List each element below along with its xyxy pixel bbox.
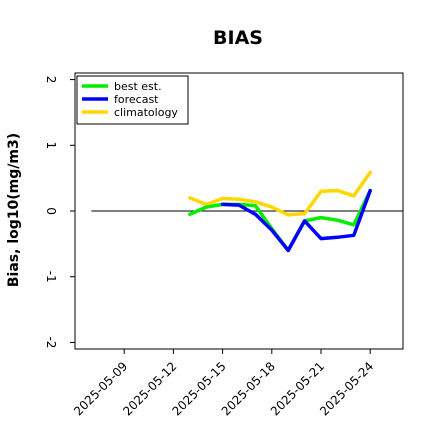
y-axis: 2 1 0 -1 -2: [44, 76, 75, 348]
legend-label: climatology: [114, 106, 178, 119]
y-tick-label: 2: [44, 76, 58, 84]
legend-label: forecast: [114, 93, 159, 106]
x-axis: 2025-05-092025-05-122025-05-152025-05-18…: [71, 349, 376, 418]
series-line-forecast: [220, 188, 372, 253]
y-tick-label: 1: [44, 141, 58, 149]
y-tick-label: -2: [44, 336, 58, 348]
legend-label: best est.: [114, 80, 162, 93]
series-layer: [188, 170, 372, 253]
y-tick-label: -1: [44, 271, 58, 283]
chart-title: BIAS: [213, 27, 263, 49]
y-axis-label: Bias, log10(mg/m3): [6, 133, 22, 287]
y-tick-label: 0: [44, 207, 58, 215]
series-line-climatology: [188, 170, 372, 217]
